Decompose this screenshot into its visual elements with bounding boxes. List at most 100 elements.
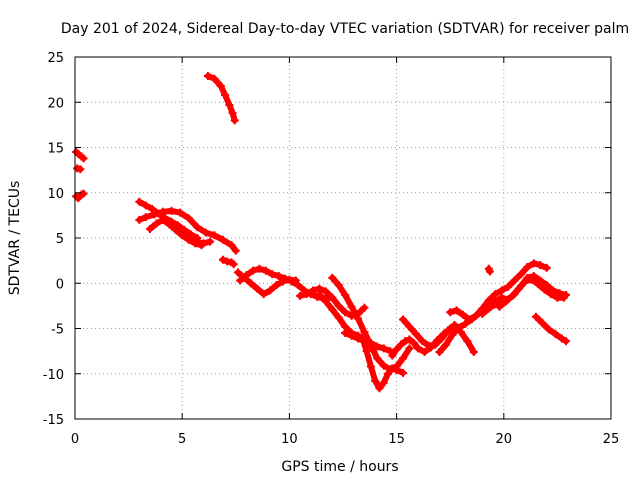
data-point: [516, 270, 525, 279]
data-point: [341, 329, 350, 338]
data-point: [268, 270, 277, 279]
data-point: [485, 267, 494, 276]
data-point: [206, 237, 215, 246]
data-point: [218, 235, 227, 244]
data-point: [527, 275, 536, 284]
data-point: [523, 262, 532, 271]
data-point: [186, 234, 195, 242]
data-point: [540, 285, 549, 294]
series-isolated: [484, 264, 494, 276]
data-point: [328, 273, 337, 282]
data-point: [296, 291, 305, 300]
data-point: [76, 165, 85, 174]
data-point: [173, 223, 182, 232]
y-tick-label: -15: [43, 413, 64, 428]
data-point: [448, 330, 457, 339]
data-point: [321, 287, 330, 296]
data-point: [176, 208, 185, 217]
data-point: [347, 331, 356, 340]
data-point: [341, 308, 350, 317]
data-point: [465, 315, 474, 324]
data-point: [229, 260, 238, 269]
series-trace: [447, 260, 550, 323]
data-point: [491, 290, 500, 299]
data-point: [158, 207, 167, 216]
data-point: [463, 337, 472, 346]
data-point: [315, 291, 324, 300]
data-point: [242, 271, 251, 280]
data-point: [441, 340, 450, 349]
data-point: [201, 228, 210, 237]
data-point: [405, 344, 414, 353]
data-point: [231, 246, 240, 255]
x-tick-label: 15: [388, 432, 405, 447]
data-point: [405, 322, 414, 331]
series-trace: [400, 316, 477, 355]
series-trace: [316, 292, 394, 355]
data-point: [508, 291, 517, 300]
data-point: [444, 326, 453, 335]
data-point: [233, 268, 242, 277]
data-point: [141, 213, 150, 222]
data-point: [228, 109, 237, 118]
data-point: [216, 81, 225, 90]
data-point: [399, 315, 408, 324]
data-point: [210, 74, 219, 83]
data-point: [454, 323, 463, 332]
data-point: [459, 310, 468, 319]
data-point: [435, 348, 444, 357]
data-point: [148, 205, 157, 214]
data-point: [328, 305, 337, 314]
data-point: [392, 345, 401, 354]
data-point: [354, 314, 363, 323]
axis-ticks: 0 5 10 15 20 25 -15 -10 -5 0 5 10 15 20 25: [43, 51, 620, 447]
data-point: [375, 384, 384, 393]
data-point: [388, 364, 397, 373]
data-point: [461, 319, 470, 328]
data-series: [72, 72, 570, 393]
data-point: [478, 310, 487, 319]
x-tick-label: 5: [178, 432, 186, 447]
series-arc-p: [446, 259, 551, 324]
data-point: [379, 361, 388, 370]
data-point: [158, 215, 167, 224]
y-tick-label: 20: [47, 96, 64, 111]
data-point: [366, 362, 375, 371]
data-point: [497, 286, 506, 295]
data-point: [399, 368, 408, 377]
data-point: [308, 286, 317, 295]
series-arc-e: [218, 255, 238, 269]
data-point: [274, 272, 283, 281]
data-point: [347, 302, 356, 311]
data-point: [401, 337, 410, 346]
data-point: [146, 224, 155, 233]
series-start-low: [72, 189, 88, 203]
data-point: [152, 219, 161, 228]
data-point: [431, 340, 440, 349]
data-point: [79, 154, 88, 163]
grid-lines: [75, 57, 611, 419]
data-point: [373, 354, 382, 363]
x-tick-label: 20: [496, 432, 513, 447]
data-point: [236, 276, 245, 285]
data-point: [135, 215, 144, 224]
data-point: [193, 223, 202, 232]
y-tick-label: -5: [51, 323, 64, 338]
data-point: [491, 297, 500, 306]
data-point: [193, 237, 202, 246]
data-point: [79, 189, 88, 198]
data-point: [210, 231, 219, 240]
data-point: [396, 340, 405, 349]
x-axis-label: GPS time / hours: [281, 459, 398, 475]
data-point: [546, 290, 555, 299]
data-point: [514, 284, 523, 293]
data-point: [501, 297, 510, 306]
data-point: [302, 290, 311, 299]
x-tick-label: 0: [71, 432, 79, 447]
data-point: [414, 344, 423, 353]
series-arc-s: [531, 312, 570, 346]
data-point: [199, 239, 208, 248]
data-point: [469, 348, 478, 357]
data-point: [437, 334, 446, 343]
